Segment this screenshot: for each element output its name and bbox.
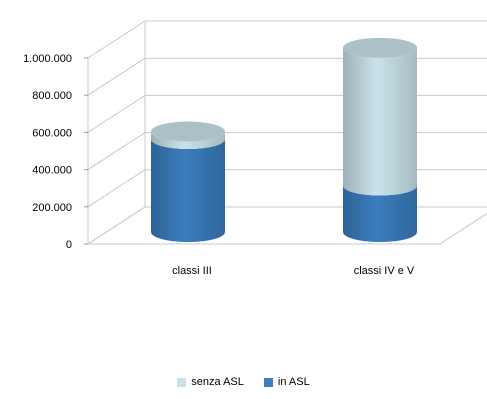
gridline-diagonal xyxy=(87,20,146,59)
bar-classi-IV-e-V-in-ASL xyxy=(343,185,417,242)
chart-svg: 0 200.000 400.000 600.000 800.000 1.000.000 c… xyxy=(23,20,487,277)
bar-classi-III-in-ASL xyxy=(151,139,225,242)
bar-top-classi-IV-e-V xyxy=(343,37,417,58)
legend-swatch-senza-asl xyxy=(177,377,187,387)
gridlines xyxy=(84,20,487,245)
y-tick-label: 600.000 xyxy=(32,127,72,139)
legend-item-in-asl: in ASL xyxy=(263,376,310,388)
gridline-diagonal xyxy=(87,57,146,96)
bar-top-classi-III xyxy=(151,121,225,142)
y-tick-label: 400.000 xyxy=(32,165,72,177)
x-axis-labels: classi III classi IV e V xyxy=(172,265,415,277)
gridline-diagonal xyxy=(87,132,146,171)
x-category-label: classi IV e V xyxy=(354,265,415,277)
bar-classi-III-senza-ASL xyxy=(151,131,225,149)
y-tick-label: 200.000 xyxy=(32,202,72,214)
floor xyxy=(86,206,487,245)
legend: senza ASL in ASL xyxy=(0,376,487,388)
bars xyxy=(151,37,417,242)
y-axis-ticks: 0 200.000 400.000 600.000 800.000 1.000.000 xyxy=(23,53,72,251)
gridline-diagonal xyxy=(87,94,146,133)
x-category-label: classi III xyxy=(172,265,212,277)
legend-label-in-asl: in ASL xyxy=(277,376,310,388)
legend-label-senza-asl: senza ASL xyxy=(191,376,244,388)
legend-item-senza-asl: senza ASL xyxy=(177,376,244,388)
y-tick-label: 0 xyxy=(66,239,72,251)
gridline-diagonal xyxy=(87,169,146,208)
y-tick-label: 1.000.000 xyxy=(23,53,72,65)
y-tick-label: 800.000 xyxy=(32,90,72,102)
gridline-diagonal xyxy=(87,206,146,245)
legend-swatch-in-asl xyxy=(263,377,273,387)
bar-classi-IV-e-V-senza-ASL xyxy=(343,47,417,196)
